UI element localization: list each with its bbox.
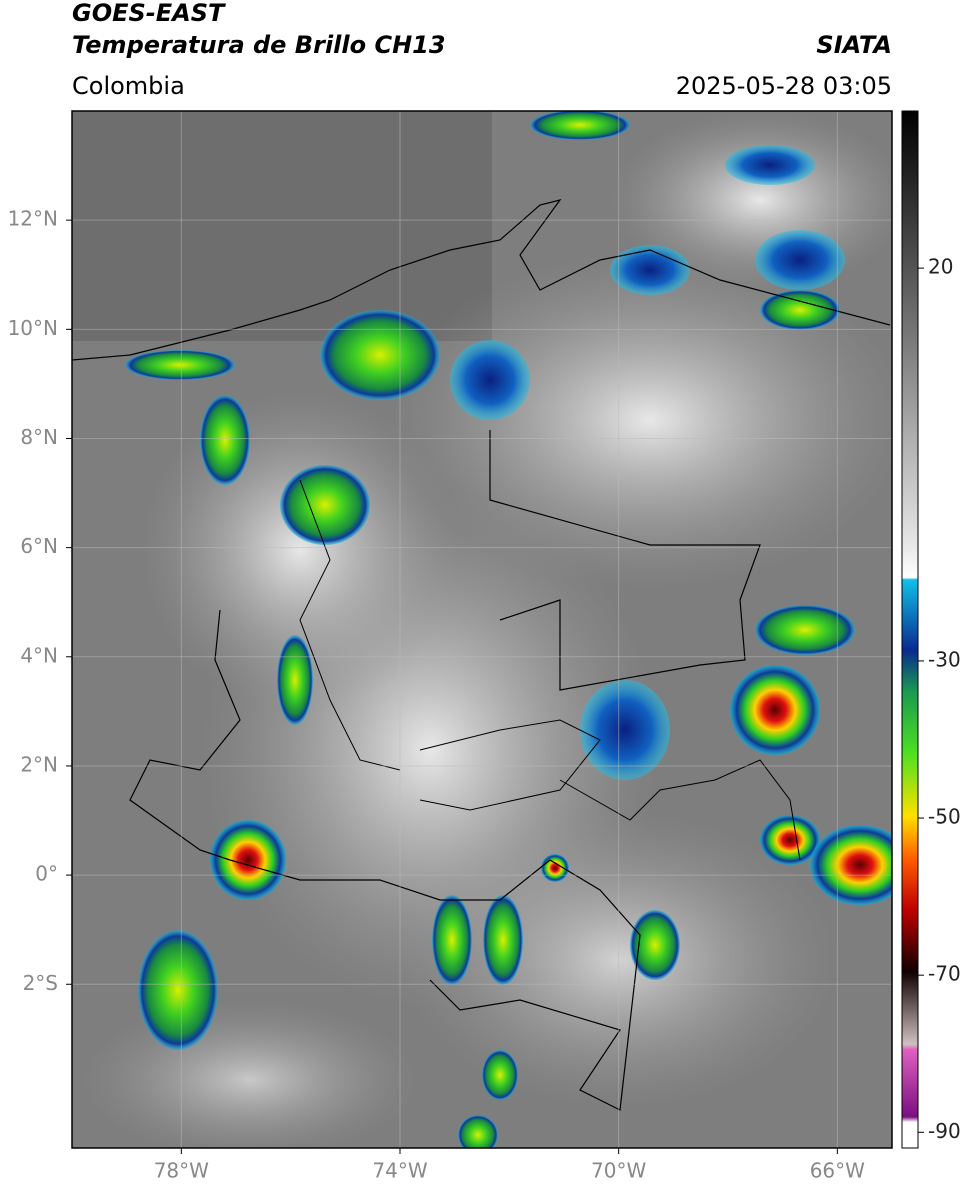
map-frame [71,110,893,1149]
y-tick-label: 2°S [23,971,58,995]
satellite-image [72,111,892,1148]
colorbar-tick-label: -50 [928,805,961,829]
datetime: 2025-05-28 03:05 [676,72,892,100]
y-tick-label: 0° [35,862,58,886]
y-tick-label: 12°N [8,207,58,231]
region: Colombia [72,72,185,100]
colorbar-tick-label: -70 [928,962,961,986]
colorbar-tick-label: -90 [928,1119,961,1143]
product: Temperatura de Brillo CH13 [72,31,446,59]
colorbar-tick-label: -30 [928,647,961,671]
agency: SIATA [816,31,892,59]
colorbar-tick-label: 20 [928,255,953,279]
x-tick-label: 78°W [154,1159,209,1183]
y-tick-label: 4°N [20,643,58,667]
colorbar [901,110,919,1149]
y-tick-label: 8°N [20,425,58,449]
grid [72,111,892,1148]
satellite: GOES-EAST [72,0,226,27]
x-tick-label: 66°W [810,1159,865,1183]
y-tick-label: 2°N [20,752,58,776]
y-tick-label: 6°N [20,534,58,558]
x-tick-label: 74°W [372,1159,427,1183]
y-tick-label: 10°N [8,316,58,340]
x-tick-label: 70°W [591,1159,646,1183]
